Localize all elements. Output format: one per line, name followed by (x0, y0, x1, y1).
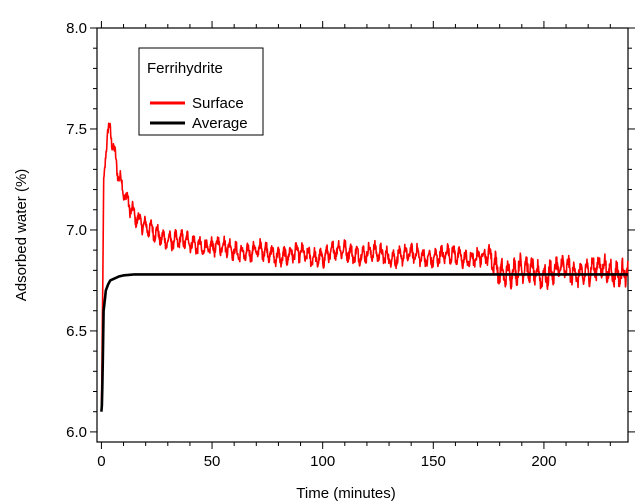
series-layer (100, 122, 629, 412)
x-tick-label: 50 (204, 453, 221, 470)
x-tick-label: 100 (310, 453, 335, 470)
legend-box (138, 47, 264, 136)
y-axis: 6.0 6.5 7.0 7.5 8.0 (66, 20, 635, 441)
legend: Ferrihydrite Surface Average (138, 47, 264, 136)
y-tick-label: 7.5 (66, 121, 87, 138)
x-axis-title: Time (minutes) (296, 485, 395, 502)
series-line-average (100, 273, 629, 412)
y-tick-label: 8.0 (66, 20, 87, 37)
x-axis: 0 50 100 150 200 (97, 21, 611, 470)
y-axis-title: Adsorbed water (%) (13, 169, 30, 302)
y-tick-label: 6.0 (66, 424, 87, 441)
y-tick-label: 7.0 (66, 222, 87, 239)
legend-label-average: Average (192, 115, 248, 132)
x-tick-label: 200 (531, 453, 556, 470)
series-line-surface (100, 122, 629, 412)
legend-title: Ferrihydrite (147, 60, 223, 77)
legend-label-surface: Surface (192, 95, 244, 112)
x-tick-label: 150 (421, 453, 446, 470)
y-tick-label: 6.5 (66, 323, 87, 340)
x-tick-label: 0 (97, 453, 105, 470)
plot-frame (96, 27, 629, 443)
